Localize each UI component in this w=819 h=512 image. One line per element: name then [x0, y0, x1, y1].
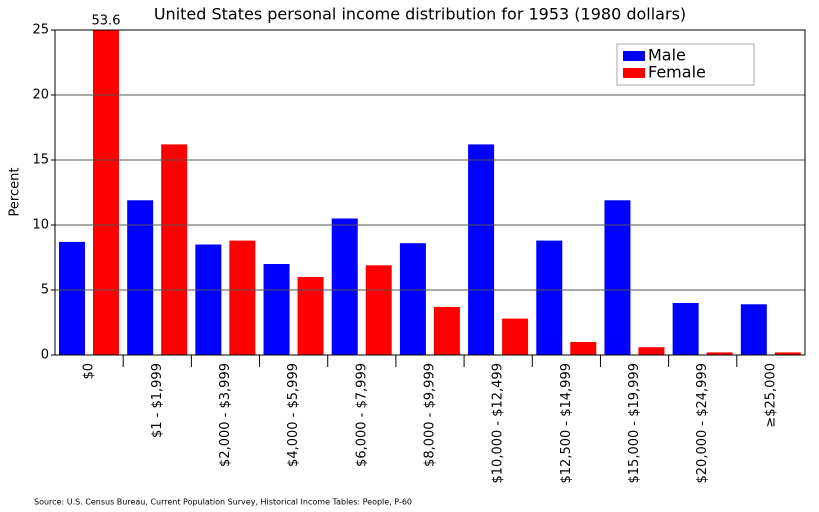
x-tick-label: ≥$25,000 — [763, 363, 778, 428]
legend-box — [616, 43, 755, 86]
x-tick-label: $12,500 - $14,999 — [559, 363, 574, 483]
bar — [365, 265, 392, 355]
value-label: 53.6 — [92, 14, 121, 29]
x-tick-label: $2,000 - $3,999 — [218, 363, 233, 467]
bar — [195, 244, 222, 355]
bar — [229, 240, 256, 355]
bar — [638, 347, 665, 355]
y-tick-label: 15 — [32, 153, 49, 168]
bar — [740, 304, 767, 355]
bar — [706, 352, 733, 355]
chart-title: United States personal income distributi… — [154, 5, 686, 24]
bar — [331, 218, 358, 355]
bar — [672, 303, 699, 355]
x-tick-label: $15,000 - $19,999 — [627, 363, 642, 483]
y-tick-label: 0 — [41, 348, 49, 363]
bar — [536, 240, 563, 355]
bar — [604, 200, 631, 355]
source-note: Source: U.S. Census Bureau, Current Popu… — [34, 498, 412, 507]
y-axis-label: Percent — [8, 168, 23, 217]
bar — [263, 264, 290, 355]
bar — [297, 277, 324, 355]
bar — [127, 200, 154, 355]
x-tick-label: $20,000 - $24,999 — [695, 363, 710, 483]
bar — [468, 144, 495, 355]
x-tick-label: $8,000 - $9,999 — [423, 363, 438, 467]
legend-swatch — [623, 51, 645, 61]
y-tick-label: 10 — [32, 218, 49, 233]
bar — [93, 30, 119, 355]
legend-label: Male — [648, 46, 686, 65]
bar — [399, 243, 426, 355]
y-tick-label: 20 — [32, 88, 49, 103]
y-tick-label: 5 — [41, 283, 49, 298]
bar — [774, 352, 801, 355]
bar — [502, 318, 529, 355]
bar — [161, 144, 188, 355]
x-tick-label: $4,000 - $5,999 — [286, 363, 301, 467]
x-tick-label: $0 — [82, 363, 97, 380]
bar — [570, 342, 597, 355]
x-tick-label: $6,000 - $7,999 — [354, 363, 369, 467]
x-tick-label: $10,000 - $12,499 — [491, 363, 506, 483]
legend-label: Female — [648, 63, 706, 82]
x-tick-label: $1 - $1,999 — [150, 363, 165, 438]
plot-area — [59, 30, 801, 355]
bar — [59, 241, 85, 355]
y-tick-label: 25 — [32, 23, 49, 38]
legend-swatch — [623, 68, 645, 78]
bar — [433, 306, 460, 355]
plot-frame — [54, 29, 806, 356]
